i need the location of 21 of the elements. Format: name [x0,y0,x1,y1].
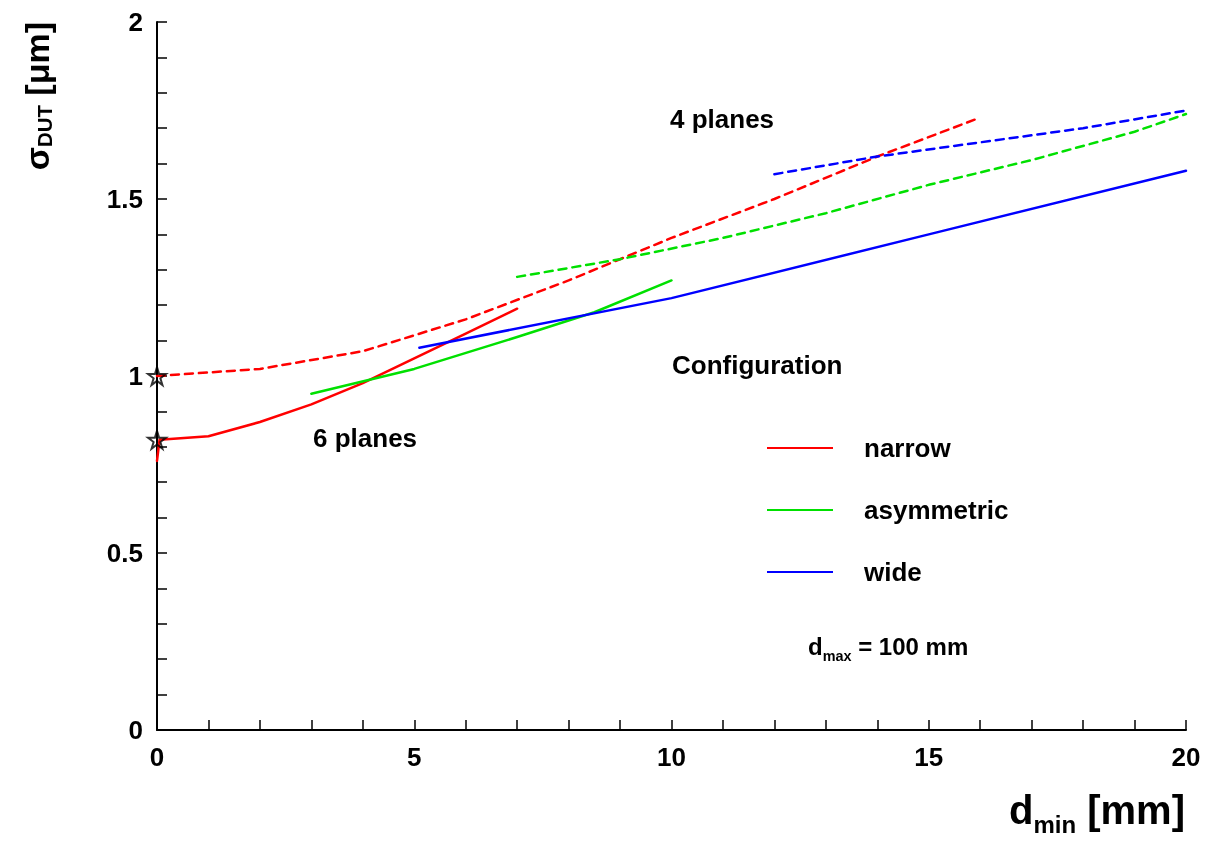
y-tick-label: 0.5 [106,538,143,568]
annotation: 6 planes [313,423,418,453]
x-tick-label: 10 [657,742,686,772]
y-tick-label: 0 [128,715,143,745]
x-tick-label: 15 [914,742,944,772]
y-tick-label: 1 [128,361,143,391]
y-tick-label: 2 [128,7,143,37]
x-axis-title: d$_{min}$ [mm] [1009,788,1185,838]
line-series [773,109,1188,176]
x-tick-label: 20 [1171,742,1201,772]
legend-title: Configuration [672,350,843,380]
line-series [418,169,1188,349]
legend-label: narrow [864,433,952,463]
annotation: 4 planes [670,104,775,134]
legend-label: asymmetric [864,495,1009,525]
line-series [310,279,673,395]
annotation: d$_{max}$ = 100 mm [808,633,969,664]
legend-label: wide [863,557,922,587]
x-tick-label: 5 [407,742,422,772]
x-tick-label: 0 [149,742,165,772]
y-tick-label: 1.5 [106,184,143,214]
